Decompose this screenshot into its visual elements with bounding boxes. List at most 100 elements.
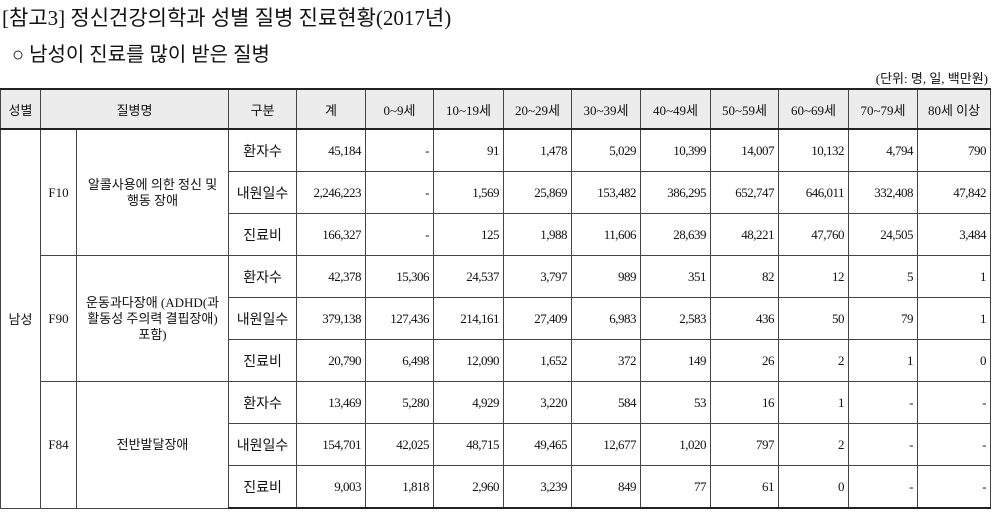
value-cell: 1,020 [640, 423, 712, 466]
column-header: 20~29세 [503, 88, 573, 130]
value-cell: 27,409 [503, 297, 573, 340]
value-cell: - [848, 381, 919, 424]
column-header: 40~49세 [640, 88, 712, 130]
table-row: 진료비 9,003 1,818 2,960 3,239 849 77 61 0- - [1, 465, 992, 509]
value-cell: 5,029 [571, 128, 642, 172]
kind-cell: 내원일수 [228, 297, 298, 340]
table-row: F84 전반발달장애 환자수 13,469 5,280 4,929 3,220 584 53 16… [1, 381, 992, 509]
value-cell: 12 [778, 255, 850, 298]
value-cell: 42,025 [365, 423, 435, 466]
value-cell: 1,478 [503, 128, 573, 172]
value-cell: - [917, 465, 992, 509]
value-cell: 53 [640, 381, 712, 424]
table-row: 진료비 166,327-125 1,988 11,606 28,639 48,221 47,… [1, 213, 992, 256]
value-cell: 6,983 [571, 297, 642, 340]
value-cell: 28,639 [640, 213, 712, 256]
value-cell: 2 [778, 423, 850, 466]
value-cell: - [365, 128, 435, 172]
kind-cell: 내원일수 [228, 171, 298, 214]
value-cell: 1 [778, 381, 850, 424]
value-cell: 125 [433, 213, 505, 256]
value-cell: - [365, 171, 435, 214]
column-header: 50~59세 [710, 88, 780, 130]
value-cell: 47,842 [917, 171, 992, 214]
table-body: 남성 F10 알콜사용에 의한 정신 및 행동 장애 환자수 45,184-91 1,47… [0, 128, 992, 509]
column-header: 성별 [0, 88, 41, 130]
column-header: 30~39세 [571, 88, 642, 130]
sex-cell: 남성 [0, 128, 41, 509]
value-cell: - [917, 381, 992, 424]
value-cell: 48,221 [710, 213, 780, 256]
value-cell: 4,929 [433, 381, 505, 424]
value-cell: - [365, 213, 435, 256]
value-cell: 1 [917, 297, 992, 340]
value-cell: 49,465 [503, 423, 573, 466]
table-header: 성별 질병명 구분 계 0~9세 10~19세 20~29세 30~39세 40~49세 50~5… [0, 88, 992, 130]
kind-cell: 진료비 [228, 465, 298, 509]
title: [참고3] 정신건강의학과 성별 질병 진료현황(2017년) [2, 6, 452, 30]
value-cell: 2 [778, 339, 850, 382]
value-cell: 42,378 [296, 255, 367, 298]
value-cell: 61 [710, 465, 780, 509]
value-cell: 2,246,223 [296, 171, 367, 214]
value-cell: 797 [710, 423, 780, 466]
value-cell: 91 [433, 128, 505, 172]
value-cell: 24,505 [848, 213, 919, 256]
kind-cell: 환자수 [228, 128, 298, 172]
value-cell: 26 [710, 339, 780, 382]
value-cell: 5 [848, 255, 919, 298]
table-row: 내원일수 379,138 127,436 214,161 27,409 6,983 2,58… [1, 297, 992, 340]
value-cell: 372 [571, 339, 642, 382]
value-cell: 790 [917, 128, 992, 172]
value-cell: 25,869 [503, 171, 573, 214]
value-cell: 332,408 [848, 171, 919, 214]
kind-cell: 환자수 [228, 381, 298, 424]
disease-name: 전반발달장애 [75, 381, 230, 509]
value-cell: 351 [640, 255, 712, 298]
column-header: 80세 이상 [917, 88, 992, 130]
kind-cell: 진료비 [228, 213, 298, 256]
value-cell: 5,280 [365, 381, 435, 424]
value-cell: 47,760 [778, 213, 850, 256]
code-cell: F10 [40, 128, 77, 256]
value-cell: 1,652 [503, 339, 573, 382]
table-row: 내원일수 2,246,223-1,569 25,869 153,482 386,295 6… [1, 171, 992, 214]
value-cell: 646,011 [778, 171, 850, 214]
value-cell: - [917, 423, 992, 466]
value-cell: 10,132 [778, 128, 850, 172]
data-table: 성별 질병명 구분 계 0~9세 10~19세 20~29세 30~39세 40~49세 50~5… [0, 88, 992, 509]
value-cell: 3,220 [503, 381, 573, 424]
kind-cell: 환자수 [228, 255, 298, 298]
value-cell: 379,138 [296, 297, 367, 340]
disease-name: 알콜사용에 의한 정신 및 행동 장애 [75, 128, 230, 256]
column-header: 70~79세 [848, 88, 919, 130]
column-header: 질병명 [39, 88, 230, 130]
disease-name: 운동과다장애 (ADHD(과활동성 주의력 결핍장애) 포함) [75, 255, 230, 382]
code-cell: F84 [40, 381, 77, 509]
value-cell: - [848, 423, 919, 466]
value-cell: 4,794 [848, 128, 919, 172]
header-row: 성별 질병명 구분 계 0~9세 10~19세 20~29세 30~39세 40~49세 50~5… [0, 88, 992, 130]
value-cell: 3,797 [503, 255, 573, 298]
column-header: 계 [296, 88, 367, 130]
column-header: 구분 [228, 88, 298, 130]
value-cell: 2,960 [433, 465, 505, 509]
value-cell: 149 [640, 339, 712, 382]
value-cell: 3,484 [917, 213, 992, 256]
value-cell: 10,399 [640, 128, 712, 172]
column-header: 0~9세 [365, 88, 435, 130]
value-cell: 20,790 [296, 339, 367, 382]
value-cell: 16 [710, 381, 780, 424]
table-row: 남성 F10 알콜사용에 의한 정신 및 행동 장애 환자수 45,184-91 1,47… [0, 128, 992, 509]
value-cell: 50 [778, 297, 850, 340]
value-cell: 154,701 [296, 423, 367, 466]
value-cell: 214,161 [433, 297, 505, 340]
column-header: 10~19세 [433, 88, 505, 130]
value-cell: 13,469 [296, 381, 367, 424]
value-cell: 1,988 [503, 213, 573, 256]
column-header: 60~69세 [778, 88, 850, 130]
value-cell: 79 [848, 297, 919, 340]
subtitle: ○ 남성이 진료를 많이 받은 질병 [12, 44, 270, 66]
